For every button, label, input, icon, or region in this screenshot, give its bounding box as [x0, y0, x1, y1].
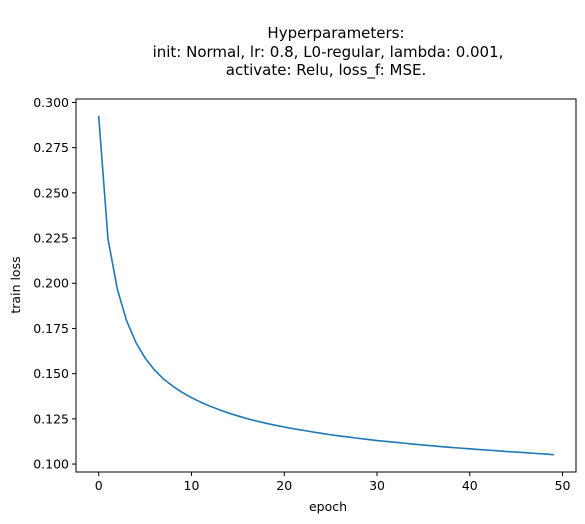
- y-tick-label-2: 0.150: [33, 366, 69, 381]
- series-line-0: [97, 115, 555, 456]
- x-tick-label-1: 10: [184, 478, 200, 493]
- chart-title: Hyperparameters: init: Normal, lr: 0.8, …: [153, 24, 504, 80]
- y-tick-label-3: 0.175: [33, 321, 69, 336]
- x-tick-label-0: 0: [95, 478, 103, 493]
- y-tick-label-8: 0.300: [33, 95, 69, 110]
- plot-area: 0 10 20 30 40 50 0.100 0.125 0.150 0.175 0.200 0.22…: [33, 95, 577, 493]
- plot-frame: [75, 98, 577, 473]
- y-tick-label-4: 0.200: [33, 276, 69, 291]
- x-tick-label-2: 20: [276, 478, 292, 493]
- x-tick-label-4: 40: [462, 478, 478, 493]
- title-line-2: init: Normal, lr: 0.8, L0-regular, lambd…: [153, 43, 504, 61]
- title-line-1: Hyperparameters:: [267, 24, 404, 42]
- y-tick-label-7: 0.275: [33, 140, 69, 155]
- x-tick-label-3: 30: [369, 478, 385, 493]
- title-line-3: activate: Relu, loss_f: MSE.: [226, 61, 426, 80]
- x-axis-label: epoch: [309, 499, 347, 514]
- y-tick-label-5: 0.225: [33, 231, 69, 246]
- y-tick-label-1: 0.125: [33, 411, 69, 426]
- x-tick-label-5: 50: [555, 478, 571, 493]
- y-tick-label-0: 0.100: [33, 457, 69, 472]
- y-axis-label: train loss: [8, 256, 23, 313]
- y-tick-label-6: 0.250: [33, 185, 69, 200]
